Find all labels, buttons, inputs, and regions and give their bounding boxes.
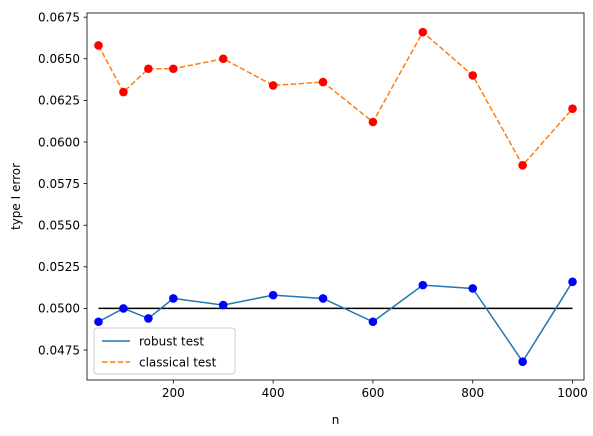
data-point-1-11 [568,104,577,114]
data-point-1-6 [318,77,328,87]
y-axis-ticks: 0.0475 0.0500 0.0525 0.0550 0.0575 0.0600 0.06… [38,10,87,357]
y-axis-label: type I error [9,163,23,230]
x-tick-label: 800 [461,386,484,400]
data-point-1-2 [144,64,153,74]
series-layer [97,30,574,364]
data-point-1-1 [119,87,128,97]
y-tick-label: 0.0475 [38,343,80,357]
data-point-1-7 [368,117,378,127]
data-point-0-2 [144,314,153,323]
data-point-1-5 [268,81,278,90]
x-tick-label: 600 [361,386,384,400]
data-point-1-8 [418,27,428,37]
series-line-0 [98,281,574,364]
y-tick-label: 0.0625 [38,94,80,108]
data-point-0-10 [518,357,527,366]
x-tick-label: 200 [162,386,185,400]
data-point-1-9 [468,71,478,80]
x-axis-label: n [332,413,340,427]
x-axis-ticks: 200 400 600 800 1000 [162,380,588,400]
x-tick-label: 400 [262,386,285,400]
x-tick-label: 1000 [557,386,588,400]
legend-label-1: classical test [139,355,217,369]
data-point-0-1 [119,304,128,313]
y-tick-label: 0.0575 [38,177,80,191]
legend: robust test classical test [93,327,236,375]
data-point-0-7 [368,317,378,327]
marker-layer [94,27,577,366]
y-tick-label: 0.0550 [38,219,80,233]
data-point-1-3 [169,64,178,74]
legend-label-0: robust test [139,334,204,348]
data-point-1-4 [218,54,228,64]
data-point-0-8 [418,280,428,290]
plot-frame [86,12,585,381]
data-point-0-5 [268,290,278,300]
data-point-0-9 [468,284,478,293]
y-tick-label: 0.0500 [38,302,80,316]
y-tick-label: 0.0650 [38,52,80,66]
data-point-0-3 [169,294,178,303]
y-tick-label: 0.0525 [38,260,80,274]
data-point-0-4 [218,300,228,310]
data-point-0-0 [94,317,103,327]
y-tick-label: 0.0600 [38,135,80,149]
data-point-0-11 [568,277,577,287]
data-point-1-0 [94,41,103,50]
series-line-1 [97,30,574,167]
data-point-0-6 [318,294,328,303]
data-point-1-10 [518,160,527,170]
y-tick-label: 0.0675 [38,10,80,24]
